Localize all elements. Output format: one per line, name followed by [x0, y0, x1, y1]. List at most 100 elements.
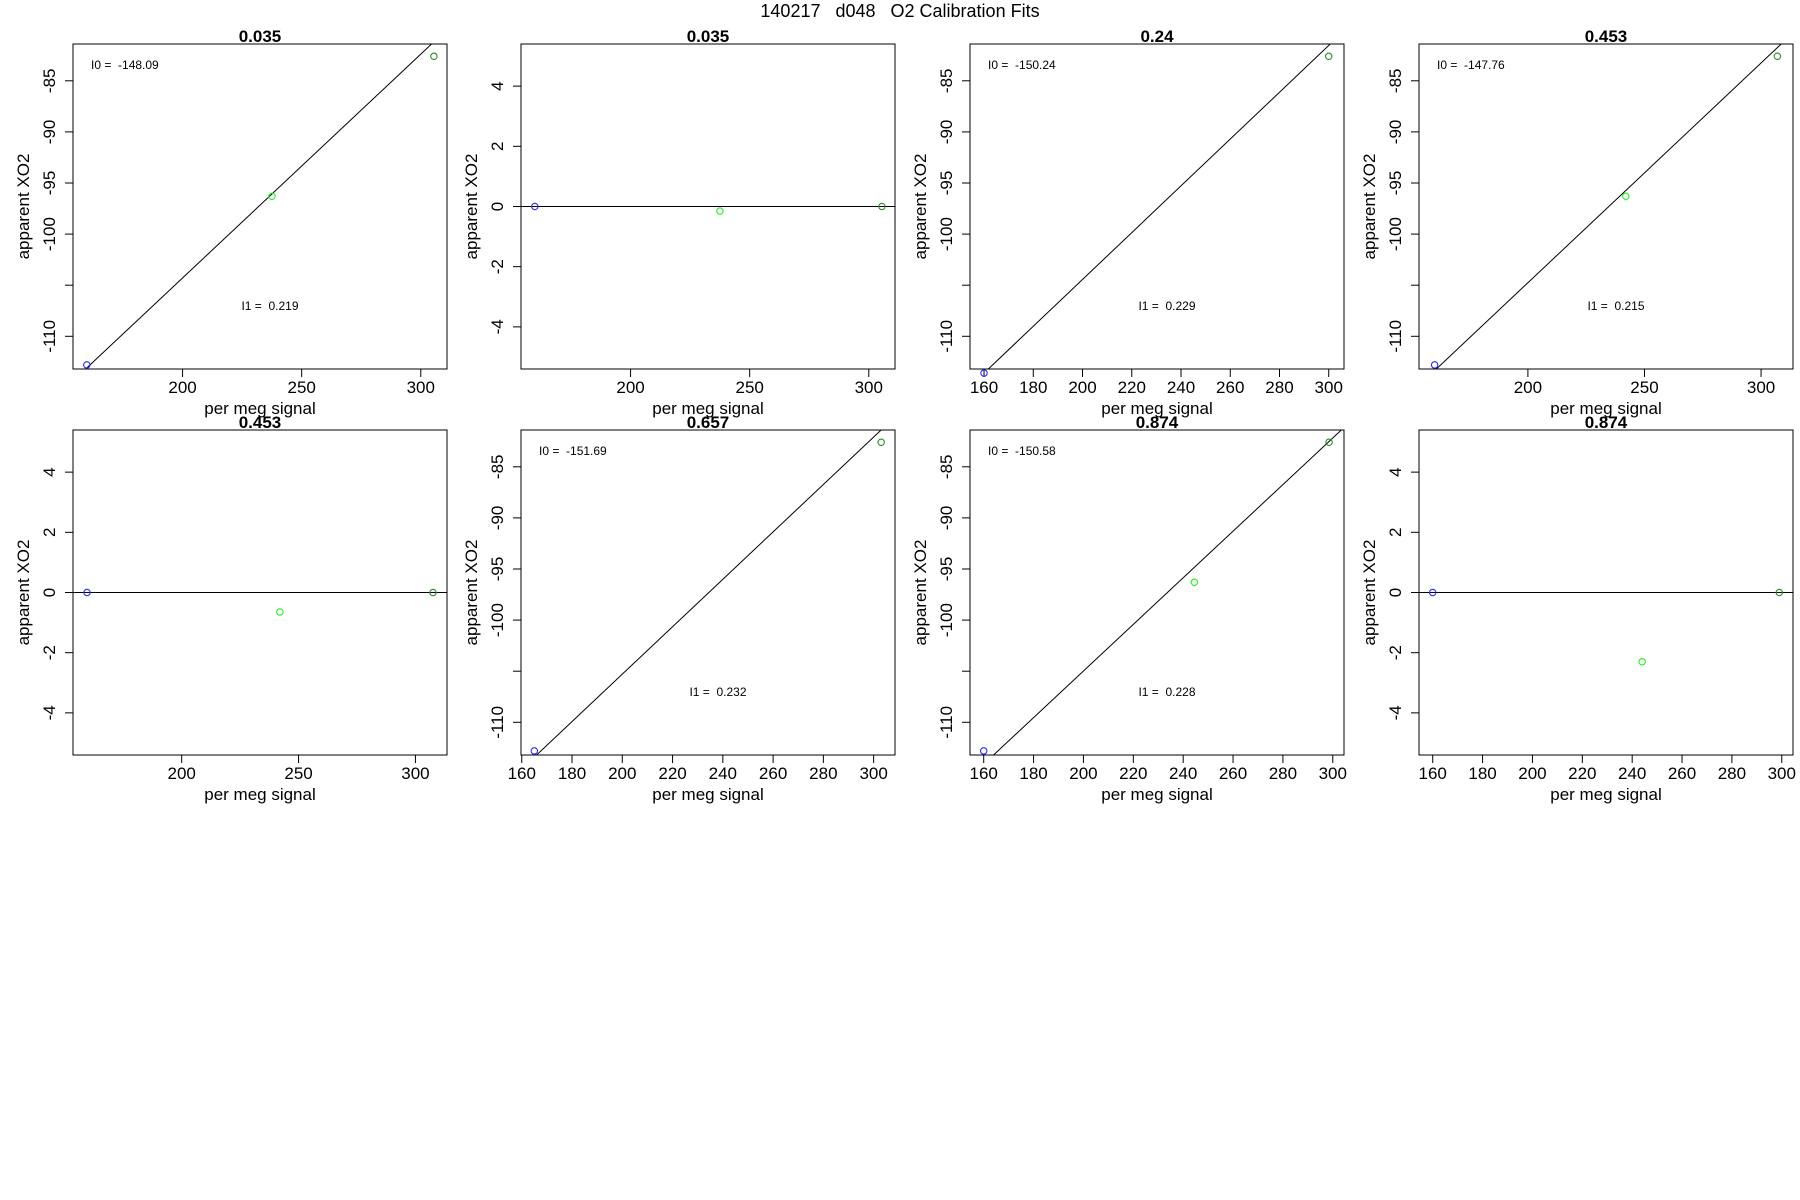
x-tick-label: 280: [809, 764, 837, 783]
data-point: [878, 202, 886, 211]
data-point: [716, 207, 724, 215]
panel-title: 0.035: [239, 27, 282, 46]
fit-line: [1435, 44, 1782, 369]
data-point: [877, 438, 885, 447]
data-point: [1430, 361, 1439, 369]
y-tick-label: -90: [1386, 120, 1405, 145]
y-tick-label: -2: [488, 259, 507, 274]
x-axis-label: per meg signal: [1550, 399, 1662, 418]
intercept-annotation: I0 = -150.58: [988, 444, 1056, 458]
data-point: [429, 588, 437, 597]
x-axis-label: per meg signal: [204, 785, 316, 804]
x-tick-label: 160: [508, 764, 536, 783]
figure-suptitle: 140217 d048 O2 Calibration Fits: [760, 1, 1040, 21]
y-tick-label: 0: [40, 588, 59, 597]
intercept-annotation: I0 = -147.76: [1437, 58, 1505, 72]
panel-5: 0.453 200 250 300 per meg signal -4 -2 0 2 4 appar…: [14, 413, 448, 804]
x-tick-label: 300: [1315, 378, 1343, 397]
y-axis-label: apparent XO2: [14, 540, 33, 646]
panel-4: 0.453 200 250 300 per meg signal -110 -100 -95 -…: [1360, 27, 1794, 418]
x-tick-label: 160: [970, 378, 998, 397]
fit-line: [84, 44, 433, 369]
x-tick-label: 220: [658, 764, 686, 783]
slope-annotation: I1 = 0.228: [1138, 685, 1195, 699]
x-tick-label: 220: [1568, 764, 1596, 783]
data-point: [268, 192, 276, 201]
y-axis-label: apparent XO2: [462, 154, 481, 260]
y-tick-label: -85: [1386, 69, 1405, 94]
data-point: [1775, 588, 1784, 597]
y-tick-label: -95: [937, 557, 956, 582]
data-point: [980, 369, 988, 377]
y-tick-label: -100: [1386, 217, 1405, 251]
x-tick-label: 200: [168, 378, 196, 397]
x-tick-label: 200: [608, 764, 636, 783]
x-tick-label: 250: [284, 764, 312, 783]
panel-6: 0.657 160 180 200 220 240 260 280 300 per meg sig…: [462, 413, 896, 804]
x-tick-label: 200: [1518, 764, 1546, 783]
y-tick-label: -110: [488, 706, 507, 739]
y-tick-label: 4: [488, 81, 507, 90]
y-axis-label: apparent XO2: [1360, 154, 1379, 260]
panel-title: 0.24: [1140, 27, 1174, 46]
fit-line: [987, 44, 1331, 369]
panel-3: 0.24 160 180 200 220 240 260 280 300 per meg sign…: [911, 27, 1345, 418]
panel-title: 0.874: [1136, 413, 1179, 432]
x-tick-label: 200: [168, 764, 196, 783]
x-tick-label: 260: [1216, 378, 1244, 397]
y-tick-label: 0: [488, 202, 507, 211]
x-tick-label: 300: [407, 378, 435, 397]
data-point: [83, 588, 91, 597]
x-tick-label: 300: [855, 378, 883, 397]
x-tick-label: 160: [1419, 764, 1447, 783]
intercept-annotation: I0 = -151.69: [539, 444, 607, 458]
x-tick-label: 260: [1219, 764, 1247, 783]
panel-title: 0.453: [1585, 27, 1628, 46]
data-point: [1190, 578, 1199, 587]
intercept-annotation: I0 = -150.24: [988, 58, 1056, 72]
panel-7: 0.874 160 180 200 220 240 260 280 300 per meg sig…: [911, 413, 1347, 804]
data-point: [430, 52, 438, 61]
x-tick-label: 260: [1668, 764, 1696, 783]
plot-frame: [72, 43, 448, 370]
x-axis-label: per meg signal: [1101, 785, 1213, 804]
data-point: [530, 747, 539, 755]
panel-title: 0.874: [1585, 413, 1628, 432]
x-tick-label: 300: [1747, 378, 1775, 397]
x-tick-label: 240: [1169, 764, 1197, 783]
panel-title: 0.453: [239, 413, 282, 432]
x-tick-label: 220: [1118, 378, 1146, 397]
y-tick-label: -110: [40, 320, 59, 353]
x-tick-label: 180: [1468, 764, 1496, 783]
y-axis-label: apparent XO2: [462, 540, 481, 646]
panel-1: 0.035 200 250 300 per meg signal -110 -100 -95 -…: [14, 27, 448, 418]
y-tick-label: 4: [40, 467, 59, 476]
y-tick-label: -95: [937, 171, 956, 196]
panel-2: 0.035 200 250 300 per meg signal -4 -2 0 2 4 appar…: [462, 27, 896, 418]
y-tick-label: -85: [937, 455, 956, 480]
y-tick-label: -90: [40, 120, 59, 145]
x-tick-label: 250: [288, 378, 316, 397]
x-axis-label: per meg signal: [1550, 785, 1662, 804]
y-axis-label: apparent XO2: [14, 154, 33, 260]
y-axis-label: apparent XO2: [911, 154, 930, 260]
data-point: [1622, 192, 1630, 201]
data-point: [531, 202, 539, 211]
x-tick-label: 250: [1630, 378, 1658, 397]
y-tick-label: 2: [40, 528, 59, 537]
plot-frame: [520, 429, 896, 756]
y-tick-label: -100: [937, 217, 956, 251]
x-tick-label: 300: [1768, 764, 1796, 783]
slope-annotation: I1 = 0.215: [1587, 299, 1644, 313]
y-axis-label: apparent XO2: [1360, 540, 1379, 646]
fit-line: [992, 430, 1343, 755]
x-tick-label: 200: [1068, 378, 1096, 397]
data-point: [1638, 657, 1646, 666]
y-tick-label: 0: [1386, 588, 1405, 597]
data-point: [276, 608, 284, 616]
x-tick-label: 280: [1718, 764, 1746, 783]
x-tick-label: 180: [1019, 764, 1047, 783]
slope-annotation: I1 = 0.232: [689, 685, 746, 699]
x-tick-label: 200: [1069, 764, 1097, 783]
